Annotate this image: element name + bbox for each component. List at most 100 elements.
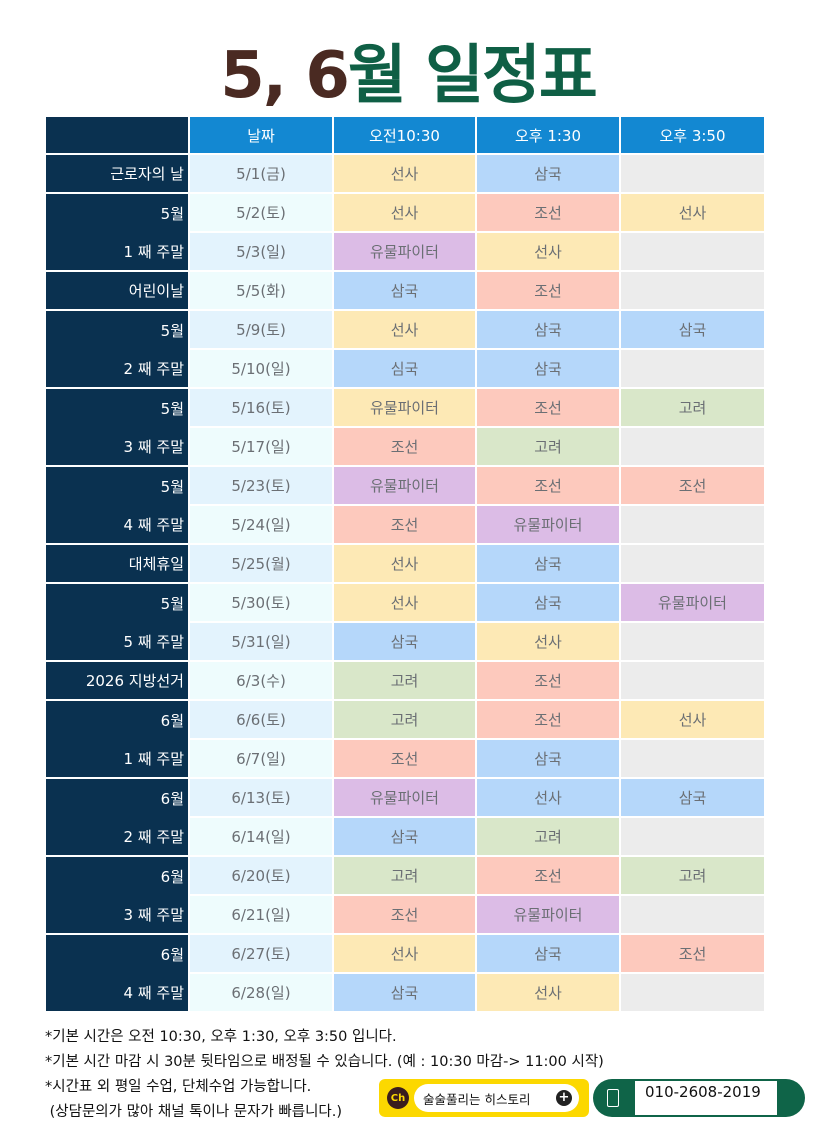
class-slot: 고려 [477, 818, 619, 855]
class-slot [621, 623, 764, 660]
date-cell: 6/28(일) [190, 974, 332, 1011]
group-label-line: 5월 [160, 321, 184, 340]
class-slot [621, 662, 764, 699]
date-cell: 5/1(금) [190, 155, 332, 192]
class-slot: 삼국 [477, 584, 619, 621]
class-slot: 삼국 [477, 935, 619, 972]
class-slot: 선사 [477, 779, 619, 816]
date-cell: 6/20(토) [190, 857, 332, 894]
date-cell: 5/30(토) [190, 584, 332, 621]
class-slot: 유물파이터 [477, 506, 619, 543]
date-cell: 5/10(일) [190, 350, 332, 387]
date-cell: 6/14(일) [190, 818, 332, 855]
class-slot: 삼국 [621, 779, 764, 816]
phone-number: 010-2608-2019 [635, 1081, 777, 1115]
class-slot: 조선 [477, 857, 619, 894]
class-slot: 고려 [621, 857, 764, 894]
class-slot: 삼국 [477, 350, 619, 387]
date-cell: 5/9(토) [190, 311, 332, 348]
class-slot: 조선 [334, 506, 475, 543]
note-line: (상담문의가 많아 채널 톡이나 문자가 빠릅니다.) [45, 1104, 343, 1120]
class-slot: 유물파이터 [334, 467, 475, 504]
group-label: 6월 3 째 주말 [46, 857, 188, 933]
date-cell: 5/31(일) [190, 623, 332, 660]
group-label-line: 5 째 주말 [123, 632, 184, 651]
kakao-channel-icon: Ch [387, 1087, 409, 1109]
group-label-line: 6월 [160, 945, 184, 964]
group-label-line: 5월 [160, 399, 184, 418]
group-label-line: 1 째 주말 [123, 749, 184, 768]
date-cell: 6/3(수) [190, 662, 332, 699]
class-slot: 삼국 [477, 545, 619, 582]
class-slot: 유물파이터 [621, 584, 764, 621]
class-slot [621, 428, 764, 465]
class-slot: 삼국 [621, 311, 764, 348]
group-label-line: 4 째 주말 [123, 515, 184, 534]
class-slot: 삼국 [334, 272, 475, 309]
class-slot: 선사 [477, 233, 619, 270]
date-cell: 6/13(토) [190, 779, 332, 816]
class-slot: 삼국 [477, 740, 619, 777]
group-label: 6월 4 째 주말 [46, 935, 188, 1011]
group-label-line: 3 째 주말 [123, 905, 184, 924]
class-slot: 조선 [621, 935, 764, 972]
class-slot: 선사 [334, 194, 475, 231]
class-slot: 삼국 [477, 155, 619, 192]
class-slot: 조선 [334, 896, 475, 933]
group-label: 6월 2 째 주말 [46, 779, 188, 855]
class-slot: 조선 [477, 662, 619, 699]
phone-contact[interactable]: 010-2608-2019 [593, 1079, 805, 1117]
header-slot-1330: 오후 1:30 [477, 117, 619, 153]
group-label-line: 5월 [160, 204, 184, 223]
date-cell: 6/6(토) [190, 701, 332, 738]
group-label-line: 5월 [160, 477, 184, 496]
group-label: 5월 5 째 주말 [46, 584, 188, 660]
class-slot: 유물파이터 [334, 779, 475, 816]
group-label: 대체휴일 [46, 545, 188, 582]
date-cell: 5/23(토) [190, 467, 332, 504]
date-cell: 5/3(일) [190, 233, 332, 270]
class-slot: 고려 [477, 428, 619, 465]
class-slot [621, 272, 764, 309]
group-label-line: 2 째 주말 [123, 359, 184, 378]
class-slot [621, 506, 764, 543]
notes: *기본 시간은 오전 10:30, 오후 1:30, 오후 3:50 입니다. … [45, 1025, 604, 1125]
class-slot: 고려 [334, 701, 475, 738]
class-slot [621, 974, 764, 1011]
class-slot [621, 155, 764, 192]
class-slot: 선사 [621, 194, 764, 231]
group-label: 5월 1 째 주말 [46, 194, 188, 270]
group-label: 5월 2 째 주말 [46, 311, 188, 387]
header-date: 날짜 [190, 117, 332, 153]
class-slot [621, 350, 764, 387]
class-slot: 선사 [334, 935, 475, 972]
class-slot: 조선 [477, 389, 619, 426]
date-cell: 5/24(일) [190, 506, 332, 543]
date-cell: 5/17(일) [190, 428, 332, 465]
class-slot: 선사 [334, 311, 475, 348]
date-cell: 6/7(일) [190, 740, 332, 777]
class-slot: 조선 [477, 194, 619, 231]
class-slot: 조선 [477, 272, 619, 309]
title-months: 5, 6 [220, 39, 350, 113]
class-slot: 유물파이터 [334, 389, 475, 426]
class-slot: 삼국 [334, 974, 475, 1011]
class-slot: 조선 [477, 467, 619, 504]
class-slot [621, 233, 764, 270]
kakao-channel-button[interactable]: Ch 술술풀리는 히스토리 + [379, 1079, 589, 1117]
note-line: *시간표 외 평일 수업, 단체수업 가능합니다. [45, 1079, 312, 1095]
plus-icon[interactable]: + [556, 1090, 572, 1106]
page-title: 5, 6월 일정표 [0, 40, 816, 112]
group-label-line: 어린이날 [128, 282, 184, 300]
date-cell: 5/2(토) [190, 194, 332, 231]
group-label: 어린이날 [46, 272, 188, 309]
class-slot: 조선 [334, 428, 475, 465]
group-label: 근로자의 날 [46, 155, 188, 192]
title-text: 월 일정표 [347, 39, 598, 113]
group-label-line: 5월 [160, 594, 184, 613]
class-slot: 삼국 [334, 623, 475, 660]
group-label-line: 6월 [160, 789, 184, 808]
kakao-channel-pill: 술술풀리는 히스토리 + [414, 1084, 579, 1112]
group-label: 5월 4 째 주말 [46, 467, 188, 543]
group-label-line: 6월 [160, 867, 184, 886]
